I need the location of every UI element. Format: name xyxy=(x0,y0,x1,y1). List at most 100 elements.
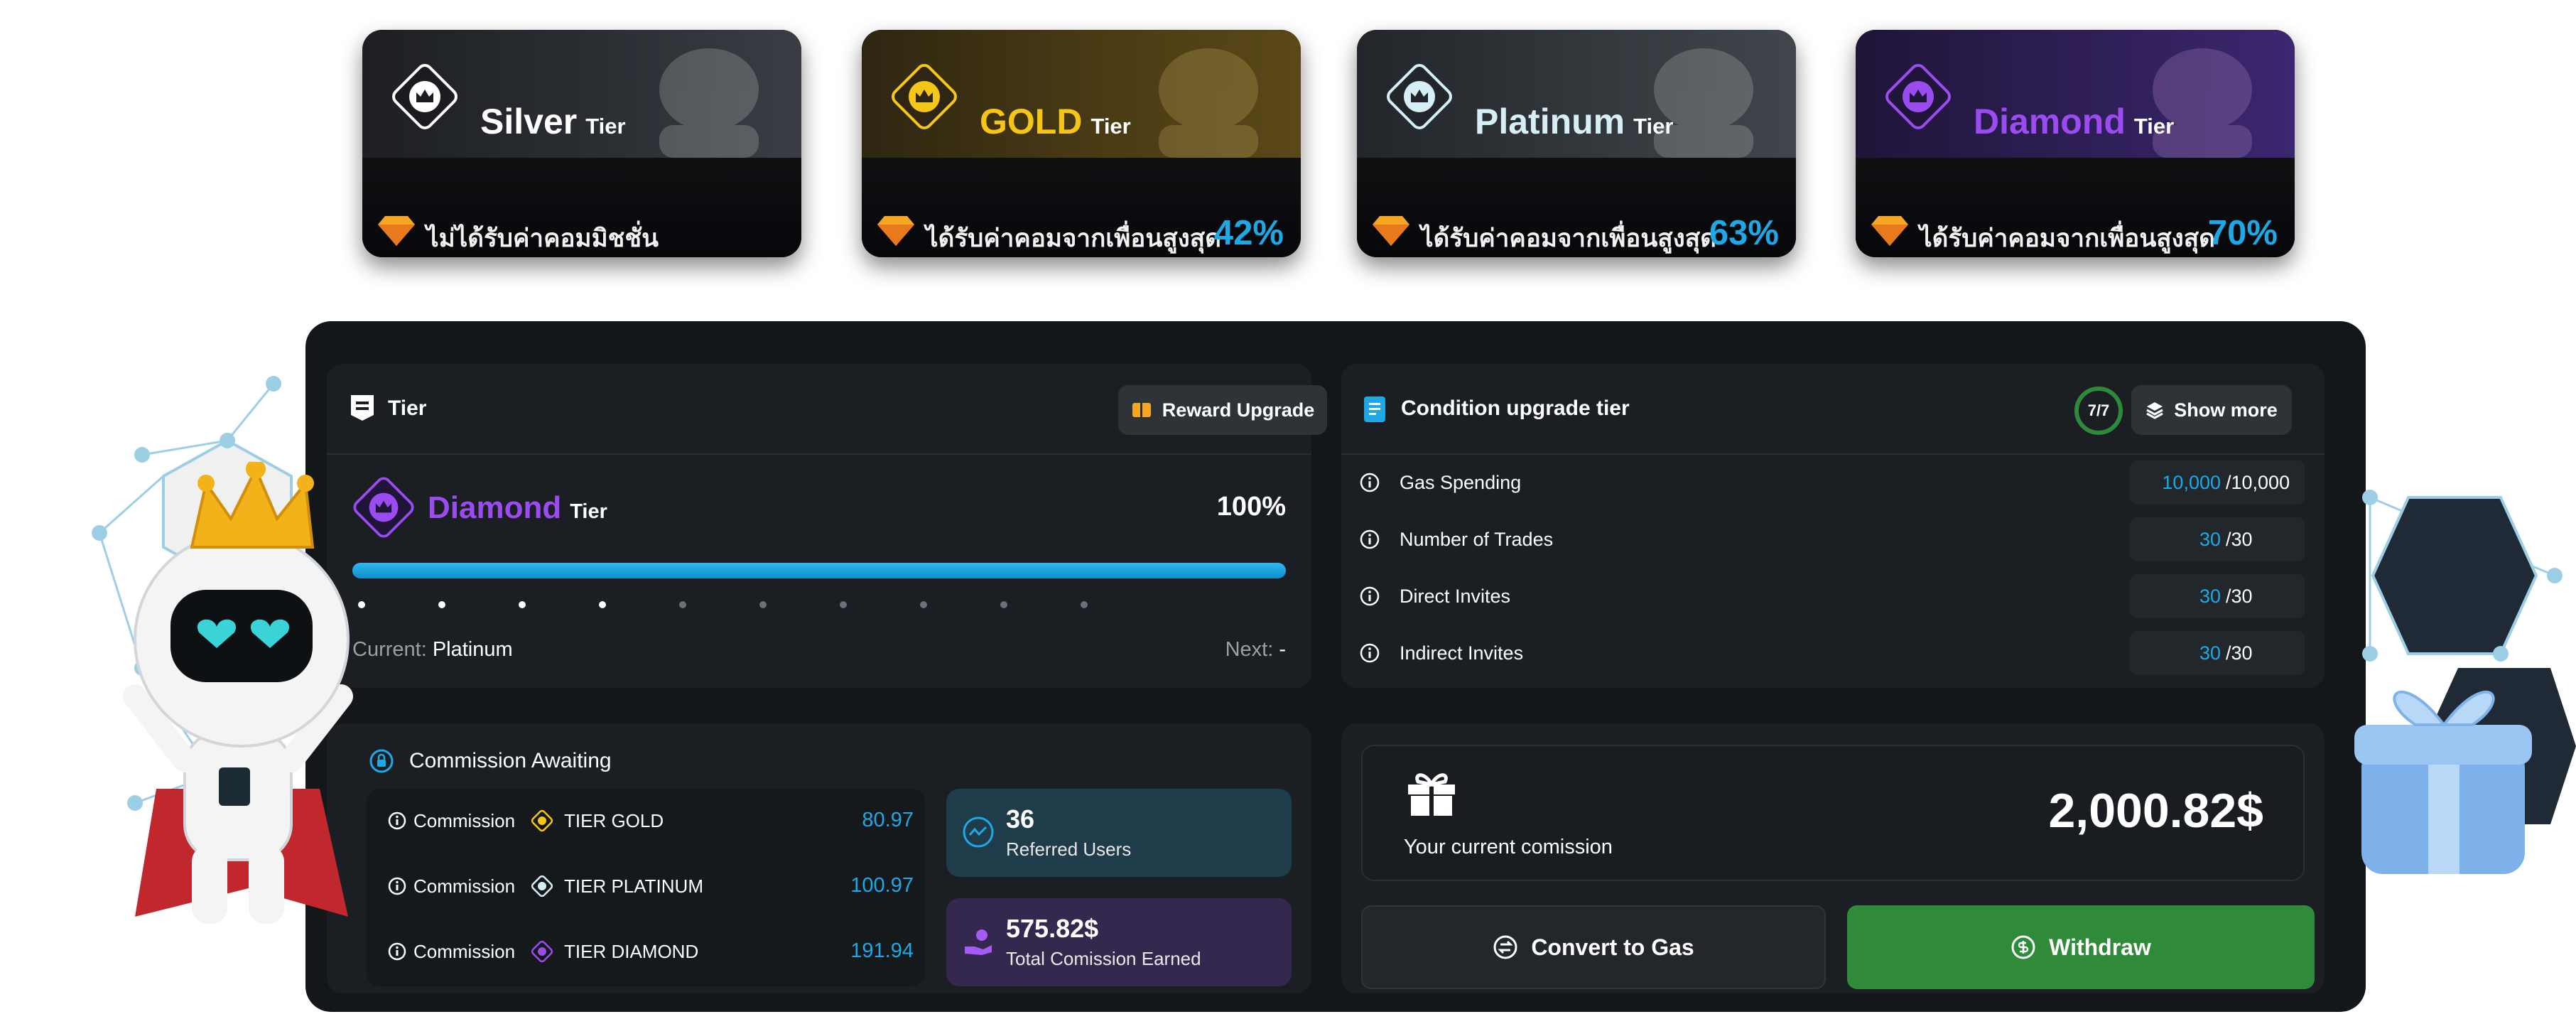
total-commission-earned-value: 575.82$ xyxy=(1006,914,1099,943)
total-commission-earned-card: 575.82$ Total Comission Earned xyxy=(946,898,1292,986)
tier-card-footer: ไม่ได้รับค่าคอมมิชชั่น xyxy=(362,158,801,257)
tier-card-header: Platinum Tier xyxy=(1357,30,1796,158)
current-commission-display: Your current comission 2,000.82$ xyxy=(1361,745,2305,881)
tier-card-platinum: Platinum Tier ได้รับค่าคอมจากเพื่อนสูงสุด… xyxy=(1357,30,1796,257)
condition-total: /10,000 xyxy=(2226,472,2290,493)
tier-commission-percent: 63% xyxy=(1709,214,1779,252)
referred-users-count: 36 xyxy=(1006,804,1035,834)
show-more-button[interactable]: Show more xyxy=(2131,385,2292,435)
referral-dashboard-panel: Tier Reward Upgrade Diamond Tier 100% Cur… xyxy=(305,321,2366,1012)
tier-card-footer: ได้รับค่าคอมจากเพื่อนสูงสุด 63% xyxy=(1357,158,1796,257)
info-icon[interactable] xyxy=(388,877,406,895)
withdraw-button[interactable]: Withdraw xyxy=(1847,905,2315,989)
info-icon[interactable] xyxy=(1360,529,1380,549)
commission-awaiting-title: Commission Awaiting xyxy=(409,749,612,772)
condition-label: Number of Trades xyxy=(1400,529,1554,550)
progress-step-dot xyxy=(438,601,445,608)
diamond-gem-icon xyxy=(877,216,914,246)
current-tier-name: Diamond Tier xyxy=(428,490,607,525)
referred-users-label: Referred Users xyxy=(1006,839,1132,860)
condition-current: 30 xyxy=(2199,586,2221,607)
tier-card-header: Diamond Tier xyxy=(1856,30,2295,158)
tier-card-diamond: Diamond Tier ได้รับค่าคอมจากเพื่อนสูงสุด … xyxy=(1856,30,2295,257)
condition-value: 30 /30 xyxy=(2130,517,2305,561)
layers-icon xyxy=(2146,402,2163,419)
diamond-gem-icon xyxy=(378,216,415,246)
lock-clock-icon xyxy=(369,749,394,773)
tier-box-title: Tier xyxy=(388,397,427,420)
info-icon[interactable] xyxy=(388,942,406,961)
withdraw-label: Withdraw xyxy=(2049,934,2151,960)
commission-list: Commission TIER GOLD 80.97 Commission TI… xyxy=(367,789,925,986)
diamond-gem-icon xyxy=(1373,216,1409,246)
condition-row-gas-spending: Gas Spending 10,000 /10,000 xyxy=(1360,460,2305,505)
tier-progress-bar xyxy=(352,563,1286,578)
condition-current: 30 xyxy=(2199,529,2221,550)
users-chart-icon xyxy=(963,816,994,848)
progress-step-dot xyxy=(1081,601,1088,608)
info-icon[interactable] xyxy=(1360,643,1380,663)
gold-tier-icon xyxy=(531,809,553,832)
condition-upgrade-box: Condition upgrade tier 7/7 Show more Gas… xyxy=(1341,364,2325,688)
robot-mascot-icon xyxy=(1159,48,1258,158)
convert-to-gas-button[interactable]: Convert to Gas xyxy=(1361,905,1826,989)
condition-current: 30 xyxy=(2199,642,2221,664)
tier-name: Platinum Tier xyxy=(1475,102,1674,141)
progress-percent: 100% xyxy=(1216,492,1286,522)
commission-row-diamond: Commission TIER DIAMOND 191.94 xyxy=(388,934,942,969)
info-icon[interactable] xyxy=(1360,586,1380,606)
diamond-tier-emblem-icon xyxy=(1885,64,1951,129)
current-commission-box: Your current comission 2,000.82$ Convert… xyxy=(1341,723,2325,993)
conditions-met-badge: 7/7 xyxy=(2074,387,2123,435)
next-tier-info: Next: - xyxy=(1225,638,1286,661)
condition-total: /30 xyxy=(2226,642,2253,664)
commission-row-platinum: Commission TIER PLATINUM 100.97 xyxy=(388,868,942,904)
commission-amount: 80.97 xyxy=(862,809,914,831)
commission-label: Commission xyxy=(413,875,516,897)
condition-value: 30 /30 xyxy=(2130,631,2305,675)
tier-card-footer: ได้รับค่าคอมจากเพื่อนสูงสุด 70% xyxy=(1856,158,2295,257)
tier-description: ไม่ได้รับค่าคอมมิชชั่น xyxy=(426,225,659,252)
current-commission-label: Your current comission xyxy=(1404,836,1613,858)
hand-coin-icon xyxy=(965,929,992,955)
commission-tier-name: TIER PLATINUM xyxy=(564,875,703,897)
condition-total: /30 xyxy=(2226,529,2253,550)
progress-step-dot xyxy=(759,601,767,608)
tier-progress-fill xyxy=(352,563,1286,578)
progress-step-dot xyxy=(679,601,686,608)
condition-label: Gas Spending xyxy=(1400,472,1522,493)
progress-step-dot xyxy=(840,601,847,608)
tier-description: ได้รับค่าคอมจากเพื่อนสูงสุด xyxy=(926,225,1221,252)
condition-total: /30 xyxy=(2226,586,2253,607)
show-more-label: Show more xyxy=(2174,399,2278,421)
condition-current: 10,000 xyxy=(2162,472,2221,493)
progress-step-dot xyxy=(599,601,606,608)
progress-step-dot xyxy=(358,601,365,608)
commission-tier-name: TIER DIAMOND xyxy=(564,941,699,962)
commission-label: Commission xyxy=(413,941,516,962)
commission-amount: 191.94 xyxy=(850,939,914,962)
withdraw-coin-icon xyxy=(2011,935,2035,959)
progress-step-dot xyxy=(920,601,927,608)
platinum-tier-icon xyxy=(531,875,553,897)
tier-card-silver: Silver Tier ไม่ได้รับค่าคอมมิชชั่น xyxy=(362,30,801,257)
reward-upgrade-button[interactable]: Reward Upgrade xyxy=(1118,385,1327,435)
gift-icon xyxy=(1408,773,1455,816)
silver-tier-emblem-icon xyxy=(392,64,458,129)
hexagon-gift-decoration xyxy=(2354,490,2576,874)
tier-card-gold: GOLD Tier ได้รับค่าคอมจากเพื่อนสูงสุด 42% xyxy=(862,30,1301,257)
info-icon[interactable] xyxy=(388,812,406,830)
condition-row-indirect-invites: Indirect Invites 30 /30 xyxy=(1360,631,2305,675)
condition-value: 10,000 /10,000 xyxy=(2130,460,2305,505)
diamond-tier-icon xyxy=(531,940,553,963)
commission-awaiting-box: Commission Awaiting Commission TIER GOLD… xyxy=(327,723,1311,993)
condition-row-direct-invites: Direct Invites 30 /30 xyxy=(1360,574,2305,618)
progress-step-dot xyxy=(1000,601,1007,608)
info-icon[interactable] xyxy=(1360,473,1380,492)
tier-card-header: GOLD Tier xyxy=(862,30,1301,158)
tier-description: ได้รับค่าคอมจากเพื่อนสูงสุด xyxy=(1421,225,1716,252)
tier-card-header: Silver Tier xyxy=(362,30,801,158)
tier-commission-percent: 42% xyxy=(1213,214,1284,252)
tier-card-footer: ได้รับค่าคอมจากเพื่อนสูงสุด 42% xyxy=(862,158,1301,257)
convert-icon xyxy=(1493,935,1517,959)
